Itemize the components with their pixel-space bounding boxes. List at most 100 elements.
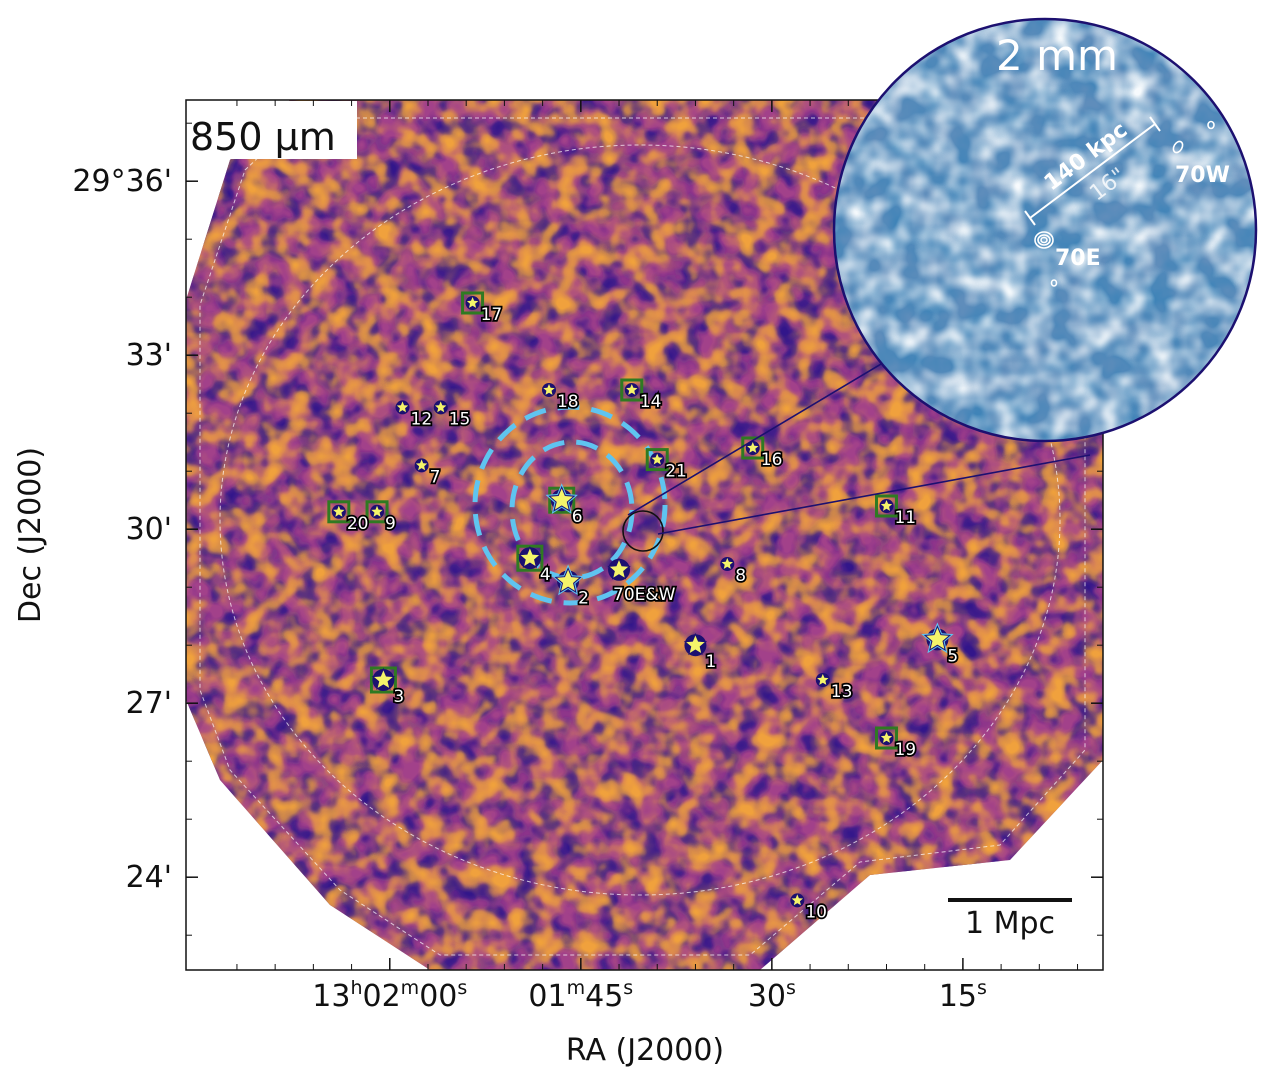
source-12: 12 xyxy=(395,400,434,431)
source-star xyxy=(791,894,803,906)
x-tick-label-part: 01 xyxy=(528,979,566,1014)
source-star xyxy=(548,485,576,512)
source-2: 2 xyxy=(551,564,591,610)
source-star xyxy=(651,453,663,465)
source-4: 4 xyxy=(516,544,552,587)
source-label: 6 xyxy=(572,507,583,527)
scale-bar-label: 1 Mpc xyxy=(965,906,1055,941)
x-tick-label-part: h xyxy=(350,977,362,999)
source-label: 3 xyxy=(393,687,404,707)
y-tick-label: 27' xyxy=(126,686,172,721)
source-16: 16 xyxy=(741,436,784,472)
y-axis-title: Dec (J2000) xyxy=(13,447,48,623)
source-label: 10 xyxy=(805,902,827,922)
source-label: 19 xyxy=(894,740,916,760)
source-9: 9 xyxy=(365,500,398,536)
x-tick-label-part: 00 xyxy=(419,979,457,1014)
source-label: 9 xyxy=(385,514,396,534)
source-label: 16 xyxy=(761,450,783,470)
x-tick-label-part: m xyxy=(401,977,420,999)
panel-label: 850 µm xyxy=(190,115,336,159)
source-label: 70E&W xyxy=(613,585,676,605)
x-tick-label-part: s xyxy=(786,977,796,999)
source-star xyxy=(333,505,345,517)
source-3: 3 xyxy=(369,666,406,709)
source-label: 13 xyxy=(831,682,853,702)
source-star xyxy=(880,500,893,511)
zoom-line-upper xyxy=(627,335,929,516)
source-star xyxy=(880,732,893,743)
source-label: 11 xyxy=(894,508,916,528)
source-star xyxy=(518,545,542,569)
x-tick-label-part: 45 xyxy=(585,979,623,1014)
source-label: 15 xyxy=(449,409,471,429)
source-box xyxy=(874,726,898,750)
plot-frame xyxy=(185,99,1104,971)
source-star xyxy=(747,442,759,453)
source-label: 2 xyxy=(578,588,589,608)
source-star xyxy=(607,557,631,580)
cluster-radius-rings xyxy=(472,404,668,606)
source-21: 21 xyxy=(645,448,689,483)
source-star xyxy=(626,384,638,395)
source-11: 11 xyxy=(874,494,918,530)
source-star xyxy=(923,625,952,651)
source-label: 20 xyxy=(347,514,369,534)
x-tick-label-part: 15 xyxy=(939,979,977,1014)
x-tick-label-part: m xyxy=(567,977,586,999)
source-box xyxy=(874,494,898,518)
zoom-line-lower xyxy=(657,454,1091,535)
y-tick-label: 29°36' xyxy=(72,164,172,199)
x-tick-label-part: 02 xyxy=(362,979,400,1014)
target-70ew-circle xyxy=(622,510,664,552)
source-box xyxy=(365,500,389,524)
source-star xyxy=(543,384,555,395)
x-tick-label-part: 13 xyxy=(312,979,350,1014)
source-box xyxy=(461,291,485,315)
source-star xyxy=(415,459,428,471)
source-star xyxy=(721,558,733,569)
x-tick-label: 15s xyxy=(939,977,987,1014)
x-tick-label: 30s xyxy=(748,977,796,1014)
x-tick-label-part: s xyxy=(457,977,467,999)
inset-contours xyxy=(1034,120,1215,287)
source-6: 6 xyxy=(545,483,584,529)
source-star xyxy=(371,505,383,517)
inset-title: 2 mm xyxy=(996,31,1118,80)
source-17: 17 xyxy=(461,291,504,327)
x-tick-label: 01m45s xyxy=(528,977,633,1014)
inset-label-70w: 70W xyxy=(1175,163,1230,188)
source-7: 7 xyxy=(414,458,442,489)
source-14: 14 xyxy=(620,378,663,414)
source-label: 8 xyxy=(735,566,746,586)
x-axis-title: RA (J2000) xyxy=(566,1033,724,1068)
y-tick-label: 33' xyxy=(126,338,172,373)
source-box xyxy=(620,378,644,402)
x-tick-label: 13h02m00s xyxy=(312,977,467,1014)
source-star xyxy=(817,674,829,685)
source-label: 21 xyxy=(665,462,687,482)
y-tick-label: 24' xyxy=(126,860,172,895)
source-15: 15 xyxy=(433,400,472,431)
source-box xyxy=(741,436,765,460)
y-tick-label: 30' xyxy=(126,512,172,547)
source-1: 1 xyxy=(683,632,718,674)
source-5: 5 xyxy=(921,622,960,668)
x-tick-label-part: s xyxy=(977,977,987,999)
source-star xyxy=(435,401,447,413)
source-label: 17 xyxy=(481,305,503,325)
inset-2mm-map: 2 mm 140 kpc 16" 70E 70W xyxy=(832,17,1258,443)
source-label: 14 xyxy=(640,392,662,412)
source-star xyxy=(683,632,708,656)
source-star xyxy=(396,401,409,413)
source-star xyxy=(371,667,396,690)
inset-label-70e: 70E xyxy=(1055,246,1101,271)
source-label: 12 xyxy=(411,409,433,429)
source-label: 5 xyxy=(947,646,958,666)
scale-bar: 1 Mpc xyxy=(948,898,1072,941)
x-tick-label-part: s xyxy=(623,977,633,999)
source-20: 20 xyxy=(327,500,370,536)
